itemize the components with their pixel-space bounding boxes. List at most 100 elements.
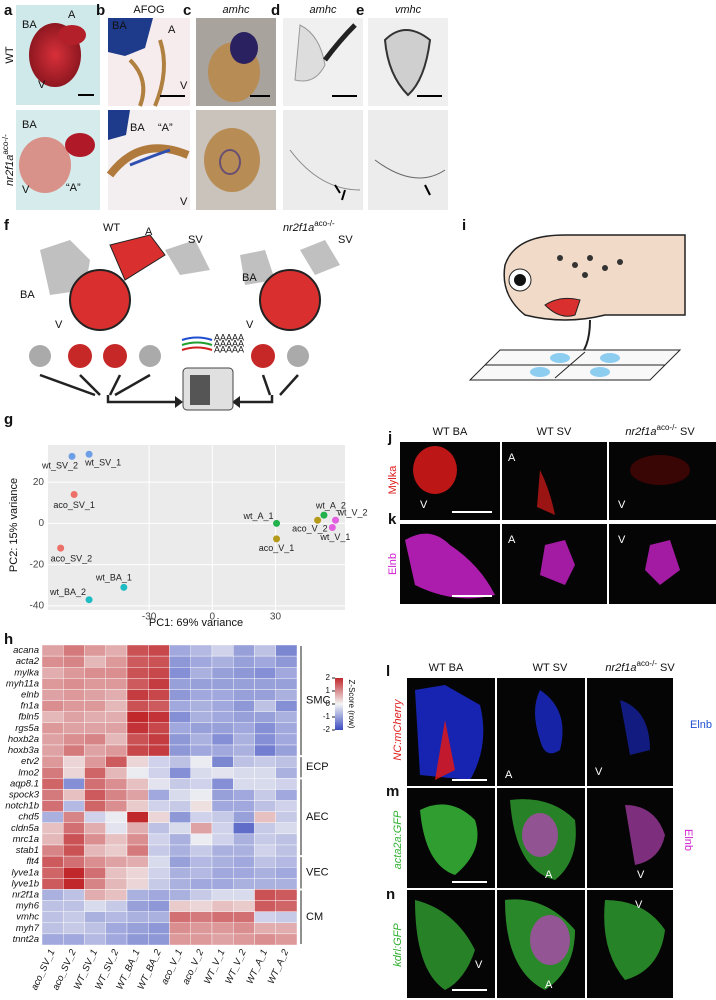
heatmap-cell bbox=[105, 867, 128, 879]
heatmap-cell bbox=[275, 733, 298, 746]
heatmap-cell bbox=[105, 922, 128, 935]
label: A bbox=[545, 869, 553, 881]
colorbar-tick-label: 2 bbox=[326, 673, 331, 682]
heatmap-cell bbox=[169, 922, 191, 935]
panel-letter: h bbox=[4, 631, 13, 648]
heatmap-cell bbox=[169, 678, 191, 690]
heatmap-cell bbox=[126, 900, 149, 912]
heatmap-cell bbox=[254, 889, 276, 901]
heatmap-cell bbox=[169, 911, 191, 923]
heatmap-cell bbox=[169, 878, 191, 890]
heatmap-cell bbox=[169, 844, 191, 857]
heatmap-cell bbox=[126, 767, 149, 779]
x-axis-label: PC1: 69% variance bbox=[149, 617, 243, 629]
heatmap-cell bbox=[254, 667, 276, 679]
stain-label: Elnb bbox=[690, 719, 712, 731]
panel-h: h acanaacta2mylkamyh11aelnbfn1afbln5rgs5… bbox=[4, 631, 356, 992]
heatmap-cell bbox=[148, 844, 170, 857]
heatmap-cell bbox=[148, 889, 170, 901]
heatmap-cell bbox=[169, 711, 191, 723]
heatmap-cell bbox=[211, 811, 234, 823]
stain-label: AFOG bbox=[133, 4, 164, 16]
heatmap-cell bbox=[233, 755, 255, 768]
heatmap-cell bbox=[105, 644, 128, 657]
heatmap-cell bbox=[275, 800, 298, 812]
heatmap-cell bbox=[233, 889, 255, 901]
row-label: elnb bbox=[21, 690, 39, 701]
heatmap-cell bbox=[190, 689, 213, 701]
genotype-label: nr2f1aaco-/- bbox=[283, 219, 335, 234]
panel-a: a WT nr2f1aaco-/- BA A V BA V “A” bbox=[1, 2, 100, 210]
heatmap-cell bbox=[275, 711, 298, 723]
heatmap-cell bbox=[148, 878, 170, 890]
heatmap-cell bbox=[275, 933, 298, 946]
heatmap-cell bbox=[169, 900, 191, 912]
heatmap-cell bbox=[254, 933, 276, 946]
heatmap-cell bbox=[275, 889, 298, 901]
heatmap-cell bbox=[275, 755, 298, 768]
heatmap-cell bbox=[169, 744, 191, 757]
point bbox=[120, 583, 128, 591]
heatmap-cell bbox=[190, 855, 213, 868]
heatmap-cell bbox=[254, 778, 276, 790]
heatmap-cell bbox=[190, 778, 213, 790]
heatmap-cell bbox=[63, 889, 85, 901]
heatmap-cell bbox=[148, 811, 170, 823]
heatmap-cell bbox=[84, 933, 106, 946]
row-label: nr2f1aaco-/- bbox=[1, 134, 16, 186]
heatmap-cell bbox=[126, 678, 149, 690]
heatmap-cell bbox=[169, 767, 191, 779]
heatmap-cell bbox=[63, 722, 85, 735]
heatmap-cell bbox=[169, 689, 191, 701]
label: BA bbox=[20, 289, 35, 301]
group-label: SMC bbox=[306, 694, 331, 706]
point-label: aco_SV_1 bbox=[53, 500, 95, 510]
panel-g: g PC1: 69% variance PC2: 15% variance -3… bbox=[4, 411, 368, 629]
heatmap-cell bbox=[254, 900, 276, 912]
heatmap-cell bbox=[148, 822, 170, 835]
heatmap-cell bbox=[190, 878, 213, 890]
row-label: rgs5a bbox=[15, 723, 39, 734]
heatmap-cell bbox=[254, 711, 276, 723]
heatmap-cell bbox=[63, 755, 85, 768]
heatmap-cell bbox=[126, 844, 149, 857]
x-tick-label: 30 bbox=[270, 612, 282, 623]
heatmap-cell bbox=[84, 900, 106, 912]
heatmap-cell bbox=[84, 911, 106, 923]
heatmap-cell bbox=[105, 733, 128, 746]
heatmap-cell bbox=[190, 933, 213, 946]
heatmap-cell bbox=[254, 678, 276, 690]
column-header: nr2f1aaco-/- SV bbox=[605, 659, 675, 674]
label: V bbox=[180, 196, 188, 208]
plot-background bbox=[48, 445, 345, 610]
heatmap-cell bbox=[233, 867, 255, 879]
heatmap-cell bbox=[190, 922, 213, 935]
heatmap-cell bbox=[254, 689, 276, 701]
heatmap-cell bbox=[211, 722, 234, 735]
heatmap-cell bbox=[190, 711, 213, 723]
heatmap-cell bbox=[105, 889, 128, 901]
label: SV bbox=[338, 234, 353, 246]
heatmap-cell bbox=[233, 733, 255, 746]
heatmap-cell bbox=[41, 833, 64, 846]
heatmap-cell bbox=[41, 922, 64, 935]
heatmap-cell bbox=[105, 755, 128, 768]
row-label: lyve1b bbox=[12, 878, 39, 889]
probe-label: amhc bbox=[310, 4, 337, 16]
heatmap-cell bbox=[84, 889, 106, 901]
heatmap-cell bbox=[211, 755, 234, 768]
colorbar-tick-label: -2 bbox=[323, 725, 331, 734]
row-label: lmo2 bbox=[18, 767, 39, 778]
heatmap-cell bbox=[148, 867, 170, 879]
heatmap-cell bbox=[211, 667, 234, 679]
heatmap-cell bbox=[84, 789, 106, 801]
heatmap-cell bbox=[190, 889, 213, 901]
group-label: AEC bbox=[306, 811, 329, 823]
point-label: wt_A_1 bbox=[243, 511, 274, 521]
heatmap-cell bbox=[41, 678, 64, 690]
point bbox=[314, 516, 322, 524]
heatmap-cell bbox=[63, 867, 85, 879]
panel-letter: a bbox=[4, 2, 13, 19]
heatmap-cell bbox=[63, 800, 85, 812]
heatmap-cell bbox=[211, 878, 234, 890]
